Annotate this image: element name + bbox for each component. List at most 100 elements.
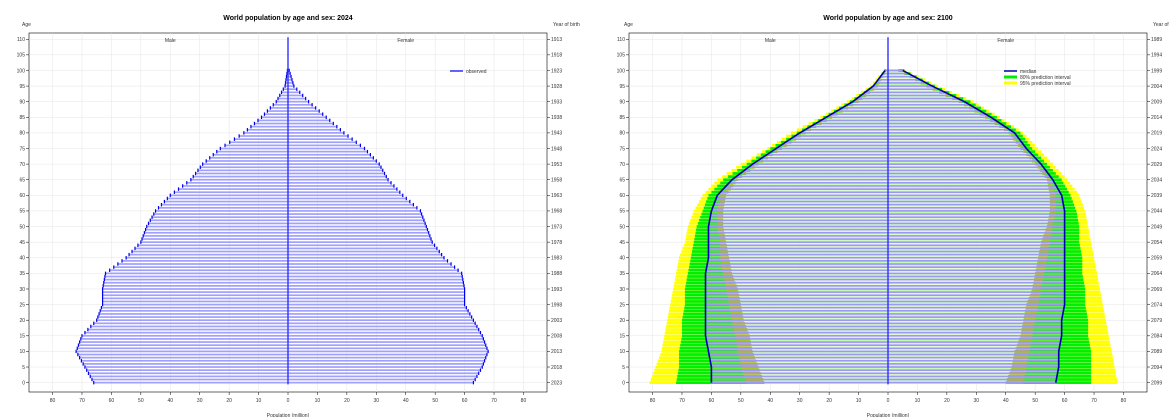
bar-male — [109, 269, 288, 272]
bar-male — [705, 325, 888, 328]
bar-male — [126, 256, 288, 259]
bar-female — [288, 181, 392, 184]
bar-female — [888, 147, 1027, 150]
bar-female — [888, 197, 1063, 200]
birth-year-tick-label: 2099 — [1151, 380, 1162, 386]
bar-female — [288, 235, 430, 237]
bar-female — [288, 300, 465, 303]
age-tick-label: 15 — [19, 334, 25, 340]
birth-year-tick-label: 2049 — [1151, 224, 1162, 230]
bar-female — [888, 85, 933, 87]
y-axis-label-right: Year of birth — [553, 22, 580, 28]
bar-male — [285, 78, 288, 81]
bar-female — [288, 341, 485, 343]
bar-male — [91, 378, 288, 381]
bar-male — [873, 85, 888, 87]
bar-female — [888, 72, 909, 75]
bar-female — [288, 285, 465, 287]
x-tick-label: 80 — [521, 398, 527, 404]
age-tick-label: 105 — [17, 53, 26, 59]
bar-female — [888, 157, 1036, 159]
bar-female — [288, 294, 465, 297]
bar-female — [288, 103, 313, 106]
x-tick-label: 30 — [374, 398, 380, 404]
bar-female — [888, 353, 1059, 356]
bar-male — [254, 122, 288, 125]
bar-male — [152, 216, 288, 219]
bar-female — [888, 122, 1001, 125]
bar-female — [888, 303, 1065, 306]
bar-male — [102, 291, 288, 293]
x-axis-label: Population (million) — [867, 413, 910, 417]
age-tick-label: 30 — [619, 287, 625, 293]
bar-male — [705, 294, 888, 297]
bar-male — [281, 91, 288, 94]
bar-female — [288, 153, 371, 156]
bar-female — [888, 369, 1059, 372]
x-tick-label: 70 — [491, 398, 497, 404]
bar-male — [810, 125, 888, 128]
x-tick-label: 30 — [197, 398, 203, 404]
age-tick-label: 60 — [619, 193, 625, 199]
bar-female — [888, 225, 1065, 228]
bar-male — [182, 185, 288, 187]
bar-female — [288, 241, 433, 244]
birth-year-tick-label: 2019 — [1151, 131, 1162, 137]
bar-female — [888, 313, 1063, 315]
bar-male — [705, 328, 888, 331]
bar-male — [711, 366, 888, 368]
bar-female — [888, 194, 1062, 197]
bar-female — [888, 138, 1020, 140]
bar-female — [888, 160, 1039, 162]
x-tick-label: 20 — [226, 398, 232, 404]
bar-male — [705, 281, 888, 284]
bar-female — [288, 260, 448, 262]
bar-female — [288, 306, 467, 309]
x-tick-label: 10 — [856, 398, 862, 404]
bar-female — [888, 178, 1053, 181]
age-tick-label: 80 — [619, 131, 625, 137]
bar-female — [288, 313, 470, 315]
birth-year-tick-label: 2064 — [1151, 271, 1162, 277]
age-tick-label: 65 — [619, 178, 625, 184]
age-tick-label: 60 — [19, 193, 25, 199]
bar-male — [708, 247, 888, 250]
bar-male — [705, 313, 888, 315]
bar-male — [705, 272, 888, 275]
bar-male — [885, 69, 888, 72]
bar-male — [102, 300, 288, 303]
age-tick-label: 30 — [19, 287, 25, 293]
bar-female — [888, 363, 1059, 365]
birth-year-tick-label: 1938 — [551, 115, 562, 121]
bar-female — [288, 331, 481, 334]
bar-male — [708, 350, 888, 353]
bar-male — [776, 147, 888, 150]
bar-male — [155, 210, 288, 212]
legend-label-pi95: 95% prediction interval — [1020, 81, 1071, 87]
bar-male — [705, 285, 888, 287]
bar-female — [888, 188, 1059, 190]
bar-male — [144, 231, 288, 234]
age-tick-label: 110 — [617, 37, 625, 43]
birth-year-tick-label: 2004 — [1151, 84, 1162, 90]
birth-year-tick-label: 1973 — [551, 224, 562, 230]
bar-female — [888, 88, 939, 91]
bar-male — [709, 356, 888, 359]
bar-female — [288, 213, 422, 215]
x-tick-label: 70 — [679, 398, 685, 404]
bar-male — [197, 169, 288, 172]
bar-male — [705, 334, 888, 337]
x-tick-label: 60 — [109, 398, 115, 404]
bar-male — [279, 94, 288, 97]
birth-year-tick-label: 1998 — [551, 302, 562, 308]
bar-male — [847, 103, 888, 106]
bar-female — [888, 103, 970, 106]
bar-female — [288, 119, 330, 122]
bar-male — [200, 166, 288, 169]
bar-female — [288, 147, 365, 150]
bar-male — [752, 163, 888, 165]
bar-male — [220, 147, 288, 150]
birth-year-tick-label: 1999 — [1151, 68, 1162, 74]
bar-male — [740, 172, 888, 175]
bar-female — [888, 125, 1006, 128]
